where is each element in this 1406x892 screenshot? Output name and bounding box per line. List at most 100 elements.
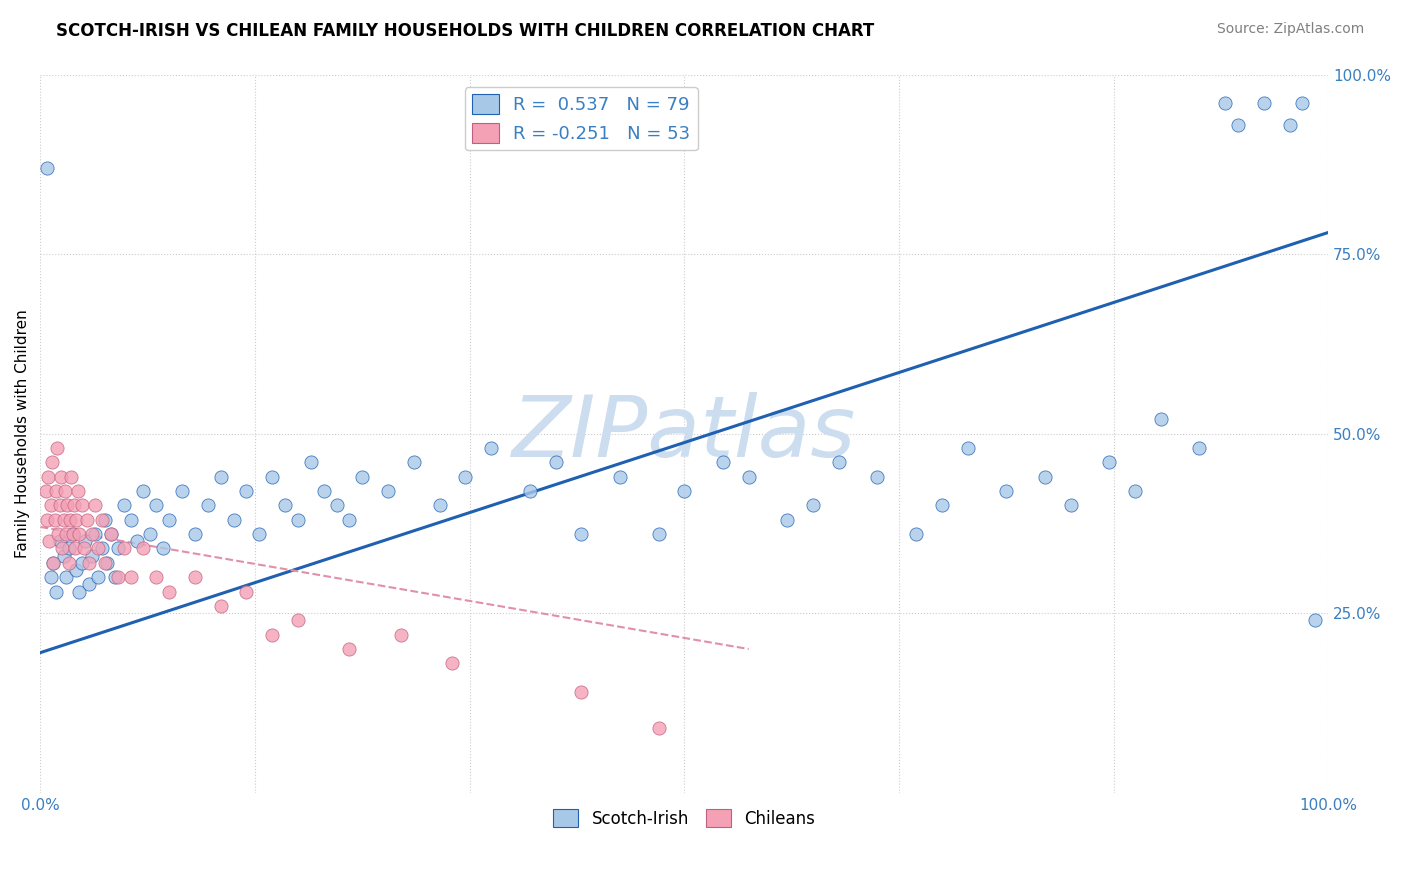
- Point: [67, 584, 90, 599]
- Point: [828, 455, 851, 469]
- Point: [931, 499, 953, 513]
- Point: [51, 541, 73, 556]
- Point: [87, 541, 110, 556]
- Point: [49, 469, 72, 483]
- Point: [222, 513, 245, 527]
- Point: [569, 527, 592, 541]
- Point: [42, 556, 65, 570]
- Point: [73, 541, 96, 556]
- Point: [48, 499, 70, 513]
- Point: [519, 483, 541, 498]
- Point: [132, 541, 155, 556]
- Point: [325, 499, 347, 513]
- Point: [184, 527, 207, 541]
- Point: [42, 556, 65, 570]
- Point: [1188, 441, 1211, 455]
- Legend: Scotch-Irish, Chileans: Scotch-Irish, Chileans: [547, 803, 821, 835]
- Point: [91, 541, 114, 556]
- Point: [83, 527, 105, 541]
- Point: [139, 527, 162, 541]
- Point: [120, 513, 142, 527]
- Point: [647, 721, 669, 735]
- Point: [70, 499, 93, 513]
- Point: [184, 570, 207, 584]
- Y-axis label: Family Households with Children: Family Households with Children: [15, 310, 30, 558]
- Point: [262, 469, 284, 483]
- Point: [112, 499, 135, 513]
- Point: [956, 441, 979, 455]
- Point: [544, 455, 567, 469]
- Point: [1303, 613, 1326, 627]
- Point: [145, 499, 167, 513]
- Point: [53, 483, 76, 498]
- Point: [157, 513, 180, 527]
- Point: [299, 455, 322, 469]
- Point: [1278, 118, 1301, 132]
- Point: [197, 499, 219, 513]
- Point: [45, 584, 67, 599]
- Point: [647, 527, 669, 541]
- Point: [1291, 96, 1313, 111]
- Point: [67, 527, 90, 541]
- Point: [262, 628, 284, 642]
- Point: [59, 513, 82, 527]
- Point: [132, 483, 155, 498]
- Point: [83, 499, 105, 513]
- Point: [402, 455, 425, 469]
- Point: [80, 549, 103, 563]
- Point: [39, 570, 62, 584]
- Point: [37, 469, 59, 483]
- Point: [801, 499, 824, 513]
- Point: [46, 441, 69, 455]
- Point: [41, 455, 63, 469]
- Point: [58, 556, 80, 570]
- Point: [209, 599, 232, 613]
- Point: [711, 455, 734, 469]
- Point: [52, 513, 75, 527]
- Point: [352, 469, 374, 483]
- Point: [55, 527, 77, 541]
- Point: [866, 469, 889, 483]
- Point: [107, 541, 129, 556]
- Point: [55, 570, 77, 584]
- Point: [52, 549, 75, 563]
- Point: [66, 483, 89, 498]
- Point: [63, 541, 86, 556]
- Point: [609, 469, 631, 483]
- Point: [1213, 96, 1236, 111]
- Text: SCOTCH-IRISH VS CHILEAN FAMILY HOUSEHOLDS WITH CHILDREN CORRELATION CHART: SCOTCH-IRISH VS CHILEAN FAMILY HOUSEHOLD…: [56, 22, 875, 40]
- Point: [1059, 499, 1081, 513]
- Point: [62, 527, 84, 541]
- Point: [100, 527, 122, 541]
- Point: [157, 584, 180, 599]
- Point: [44, 513, 66, 527]
- Text: Source: ZipAtlas.com: Source: ZipAtlas.com: [1216, 22, 1364, 37]
- Point: [339, 513, 361, 527]
- Point: [65, 513, 87, 527]
- Point: [104, 570, 127, 584]
- Point: [274, 499, 297, 513]
- Point: [120, 570, 142, 584]
- Point: [235, 584, 257, 599]
- Point: [569, 685, 592, 699]
- Point: [454, 469, 477, 483]
- Point: [100, 527, 122, 541]
- Point: [94, 556, 117, 570]
- Point: [62, 527, 84, 541]
- Point: [170, 483, 193, 498]
- Point: [389, 628, 412, 642]
- Point: [35, 513, 58, 527]
- Point: [48, 527, 70, 541]
- Point: [377, 483, 399, 498]
- Point: [1123, 483, 1146, 498]
- Point: [91, 513, 114, 527]
- Point: [776, 513, 799, 527]
- Point: [65, 563, 87, 577]
- Point: [48, 534, 70, 549]
- Point: [45, 483, 67, 498]
- Point: [1033, 469, 1056, 483]
- Point: [441, 657, 464, 671]
- Point: [1253, 96, 1275, 111]
- Point: [1150, 412, 1173, 426]
- Point: [112, 541, 135, 556]
